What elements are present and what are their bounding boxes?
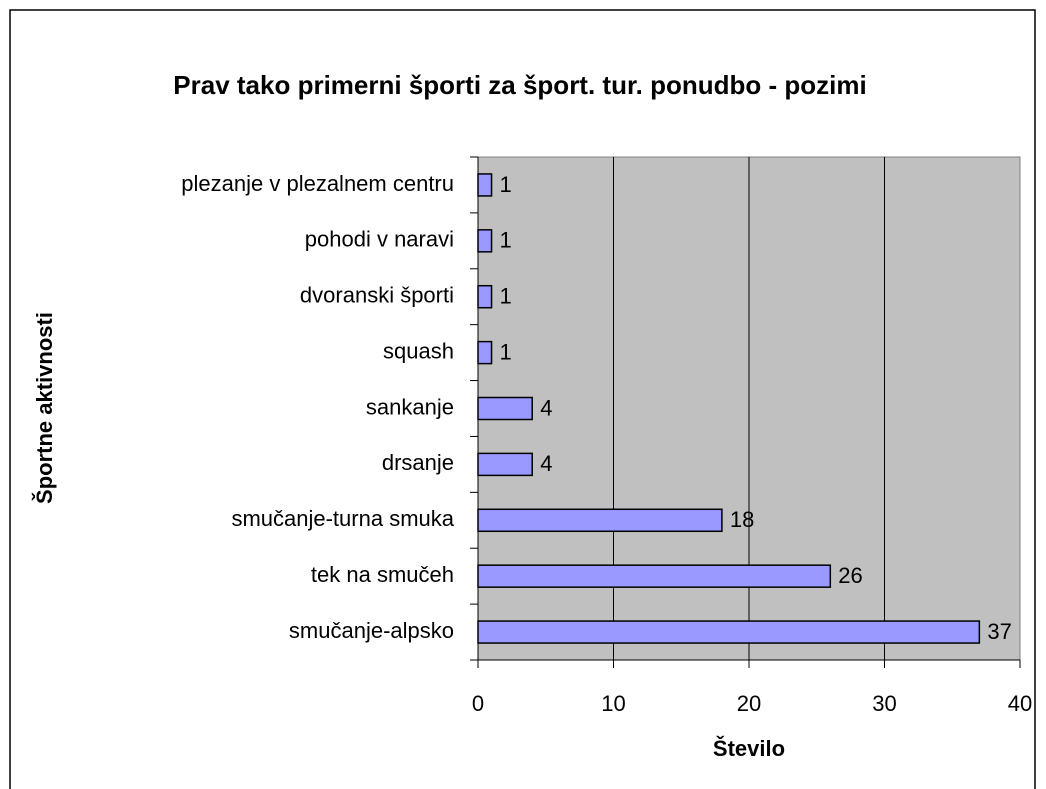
bar xyxy=(477,564,832,588)
x-tick-label: 10 xyxy=(601,691,625,716)
x-tick-label: 30 xyxy=(872,691,896,716)
bar xyxy=(477,508,723,533)
bar xyxy=(477,173,493,197)
x-axis-title: Število xyxy=(713,736,785,761)
y-tick-label: smučanje-turna smuka xyxy=(231,506,454,531)
data-label: 4 xyxy=(540,395,552,420)
y-tick-label: sankanje xyxy=(366,394,454,419)
bar xyxy=(477,284,493,309)
bar xyxy=(477,229,493,253)
y-tick-label: dvoranski športi xyxy=(300,283,454,308)
data-label: 1 xyxy=(500,228,512,253)
data-label: 18 xyxy=(730,507,754,532)
y-axis-title: Športne aktivnosti xyxy=(32,312,57,504)
data-label: 1 xyxy=(500,284,512,309)
chart-title: Prav tako primerni športi za šport. tur.… xyxy=(173,70,867,100)
x-tick-label: 40 xyxy=(1008,691,1032,716)
x-tick-label: 20 xyxy=(737,691,761,716)
data-label: 37 xyxy=(987,619,1011,644)
bar xyxy=(477,340,493,365)
x-tick-label: 0 xyxy=(472,691,484,716)
y-tick-label: plezanje v plezalnem centru xyxy=(181,171,454,196)
bar xyxy=(477,396,533,421)
chart-border xyxy=(9,9,1036,789)
y-tick-label: squash xyxy=(383,338,454,363)
y-tick-label: tek na smučeh xyxy=(311,562,454,587)
y-tick-label: drsanje xyxy=(382,450,454,475)
bar xyxy=(477,620,981,644)
y-tick-label: smučanje-alpsko xyxy=(289,618,454,643)
data-label: 1 xyxy=(500,172,512,197)
data-label: 4 xyxy=(540,451,552,476)
bar xyxy=(477,452,533,477)
data-label: 1 xyxy=(500,339,512,364)
y-tick-label: pohodi v naravi xyxy=(305,227,454,252)
data-label: 26 xyxy=(838,563,862,588)
